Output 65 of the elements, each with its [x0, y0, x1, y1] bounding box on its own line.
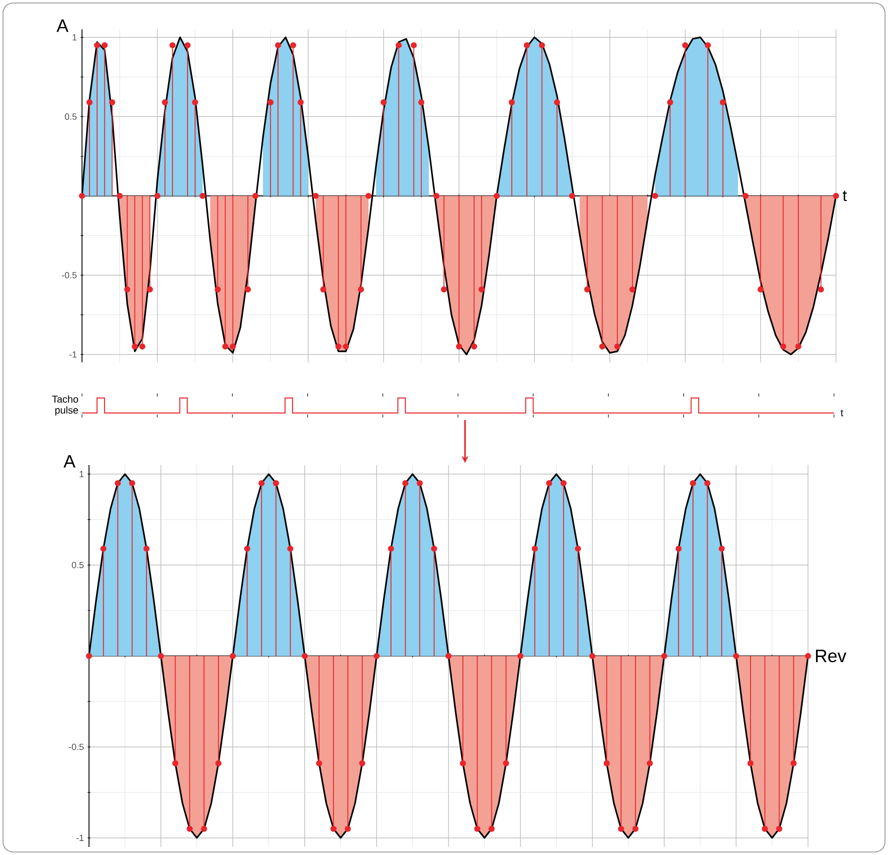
- point: [747, 760, 754, 766]
- point: [388, 546, 394, 552]
- point: [733, 652, 740, 660]
- y-tick-label: -0.5: [62, 272, 77, 278]
- point: [718, 546, 725, 552]
- point: [762, 826, 768, 832]
- point: [302, 652, 308, 660]
- point: [114, 480, 121, 486]
- point: [690, 480, 696, 486]
- point: [488, 826, 495, 832]
- y-axis-title: Tacho pulse: [52, 395, 78, 416]
- point: [316, 760, 322, 766]
- point: [186, 826, 193, 832]
- point: [374, 652, 380, 660]
- point: [517, 652, 524, 660]
- point: [445, 652, 452, 660]
- y-tick-label: 1: [80, 470, 84, 478]
- point: [143, 546, 150, 552]
- point: [604, 760, 610, 766]
- point: [230, 652, 236, 660]
- point: [661, 652, 668, 660]
- point: [574, 546, 581, 552]
- point: [244, 546, 250, 552]
- point: [201, 826, 208, 832]
- point: [402, 480, 408, 486]
- point: [646, 760, 653, 766]
- y-tick-label: 0.5: [72, 562, 84, 568]
- point: [546, 480, 552, 486]
- point: [416, 480, 423, 486]
- y-axis-title: A: [64, 455, 76, 468]
- point: [474, 826, 480, 832]
- point: [704, 480, 710, 486]
- point: [129, 480, 136, 486]
- y-tick-label: 0.5: [64, 113, 77, 120]
- y-axis-title: A: [56, 20, 68, 32]
- point: [330, 826, 337, 832]
- point: [676, 546, 682, 552]
- point: [158, 652, 164, 660]
- y-tick-label: 1: [72, 34, 77, 40]
- point: [172, 760, 178, 766]
- point: [776, 826, 782, 832]
- point: [215, 760, 222, 766]
- point: [258, 480, 265, 486]
- point: [287, 546, 294, 552]
- point: [632, 826, 638, 832]
- point: [272, 480, 279, 486]
- y-tick-label: -0.5: [68, 744, 84, 750]
- y-tick-label: -1: [69, 351, 77, 358]
- point: [804, 652, 812, 660]
- point: [560, 480, 567, 486]
- point: [460, 760, 466, 766]
- x-axis-title: Rev: [816, 650, 846, 662]
- point: [532, 546, 538, 552]
- y-tick-label: -1: [76, 834, 84, 841]
- point: [502, 760, 510, 766]
- x-axis-title: t: [842, 190, 847, 202]
- point: [359, 760, 366, 766]
- point: [344, 826, 351, 832]
- point: [589, 652, 596, 660]
- point: [431, 546, 438, 552]
- point: [86, 652, 92, 660]
- point: [618, 826, 624, 832]
- point: [100, 546, 106, 552]
- x-axis-title: t: [840, 410, 844, 416]
- point: [790, 760, 797, 766]
